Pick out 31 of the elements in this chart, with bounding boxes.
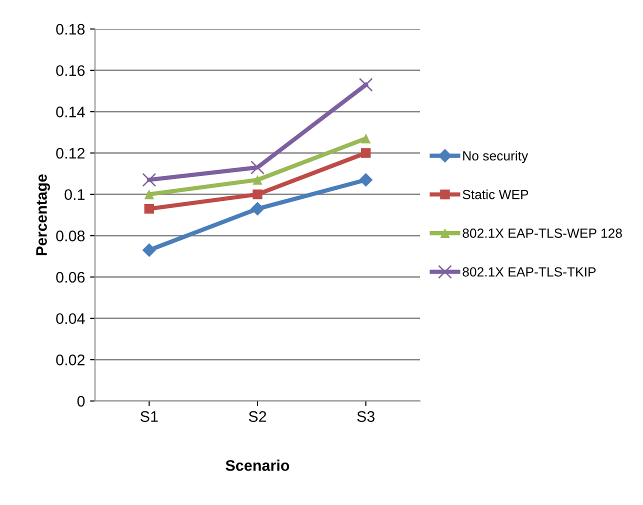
point <box>358 78 373 92</box>
y-tick-label: 0.1 <box>64 189 85 200</box>
point <box>360 134 371 144</box>
point <box>360 148 371 158</box>
legend-label: 802.1X EAP-TLS-TKIP <box>462 267 596 277</box>
point <box>144 189 154 200</box>
y-tick-label: 0.08 <box>56 230 85 242</box>
x-tick-label: S1 <box>140 411 158 422</box>
point <box>250 202 264 216</box>
x-tick-label: S2 <box>248 411 266 422</box>
point <box>142 243 156 258</box>
point <box>358 172 373 187</box>
y-tick-label: 0.06 <box>56 272 85 283</box>
y-tick-label: 0.18 <box>56 24 85 35</box>
y-tick-label: 0.02 <box>56 354 85 366</box>
legend-label: 802.1X EAP-TLS-WEP 128 <box>462 228 622 238</box>
y-tick-label: 0.12 <box>56 148 85 159</box>
y-tick-label: 0.16 <box>56 65 85 76</box>
x-axis-title: Scenario <box>226 460 290 471</box>
x-tick-label: S3 <box>357 411 375 422</box>
y-tick-label: 0.04 <box>56 313 85 324</box>
point <box>252 175 262 185</box>
point <box>144 204 154 214</box>
point <box>250 160 264 174</box>
y-tick-label: 0 <box>77 396 85 407</box>
legend-label: Static WEP <box>462 190 528 200</box>
point <box>142 172 156 187</box>
y-axis-title: Percentage <box>36 174 50 256</box>
legend-label: No security <box>463 150 528 164</box>
point <box>252 189 262 200</box>
y-tick-label: 0.14 <box>56 106 85 118</box>
